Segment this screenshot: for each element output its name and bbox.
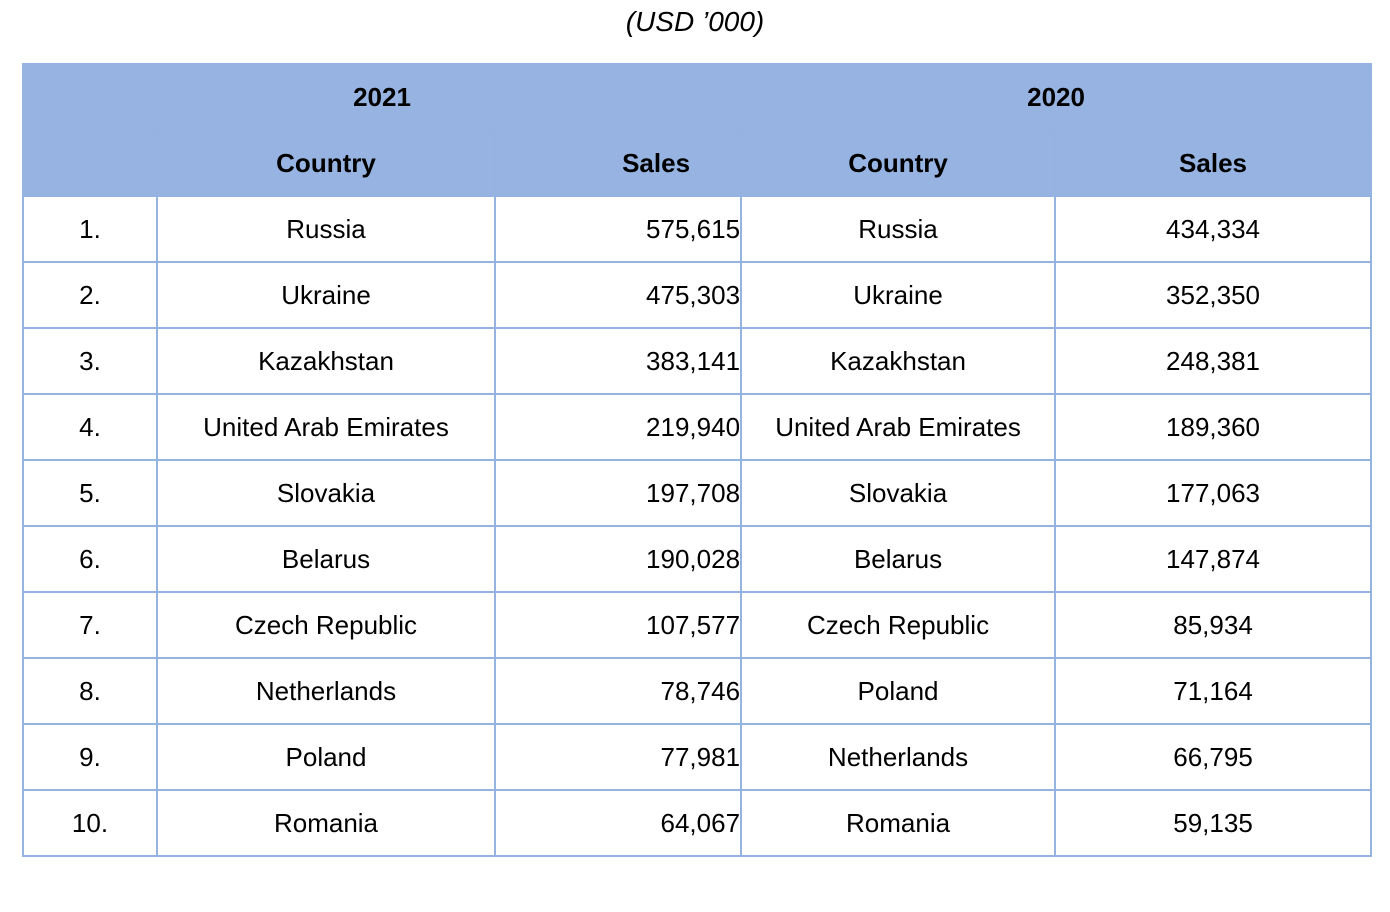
sales-2020-cell: 189,360: [1054, 393, 1373, 461]
country-2020-header: Country: [740, 129, 1057, 197]
table-row: 2. Ukraine 475,303 Ukraine 352,350: [22, 261, 1373, 329]
sales-2021-cell: 575,615: [493, 195, 743, 263]
sales-2021-cell: 77,981: [493, 723, 743, 791]
sales-2020-cell: 66,795: [1054, 723, 1373, 791]
country-2020-cell: Poland: [740, 657, 1057, 725]
table-row: 7. Czech Republic 107,577 Czech Republic 85,…: [22, 591, 1373, 659]
sales-2020-cell: 248,381: [1054, 327, 1373, 395]
rank-cell: 2.: [22, 261, 158, 329]
country-2020-cell: Netherlands: [740, 723, 1057, 791]
table-unit-caption: (USD ’000): [625, 6, 765, 37]
country-2021-header: Country: [156, 129, 496, 197]
country-2020-cell: Slovakia: [740, 459, 1057, 527]
year-2021-header: 2021: [21, 63, 743, 131]
country-2020-cell: United Arab Emirates: [740, 393, 1057, 461]
sales-2021-cell: 219,940: [493, 393, 743, 461]
country-2021-cell: Czech Republic: [156, 591, 496, 659]
sales-2021-cell: 383,141: [493, 327, 743, 395]
export-sales-table: 2021 2020 Country Sales Country Sales 1.…: [21, 63, 1373, 857]
country-2021-cell: Kazakhstan: [156, 327, 496, 395]
table-row: 9. Poland 77,981 Netherlands 66,795: [22, 723, 1373, 791]
table-body: 1. Russia 575,615 Russia 434,334 2. Ukraine 475…: [22, 195, 1373, 857]
sales-2021-cell: 475,303: [493, 261, 743, 329]
sales-2020-cell: 147,874: [1054, 525, 1373, 593]
rank-cell: 9.: [22, 723, 158, 791]
rank-cell: 8.: [22, 657, 158, 725]
sales-2020-cell: 59,135: [1054, 789, 1373, 857]
sales-2021-cell: 64,067: [493, 789, 743, 857]
table-row: 8. Netherlands 78,746 Poland 71,164: [22, 657, 1373, 725]
country-2021-cell: Poland: [156, 723, 496, 791]
year-2020-header: 2020: [740, 63, 1373, 131]
table-header: 2021 2020 Country Sales Country Sales: [21, 63, 1373, 197]
sales-2021-header: Sales: [493, 129, 743, 197]
sales-2020-cell: 434,334: [1054, 195, 1373, 263]
sales-2021-cell: 107,577: [493, 591, 743, 659]
country-2021-cell: Belarus: [156, 525, 496, 593]
country-2020-cell: Ukraine: [740, 261, 1057, 329]
table-row: 4. United Arab Emirates 219,940 United Arab…: [22, 393, 1373, 461]
country-2020-cell: Russia: [740, 195, 1057, 263]
rank-cell: 10.: [22, 789, 158, 857]
country-2021-cell: United Arab Emirates: [156, 393, 496, 461]
country-2021-cell: Romania: [156, 789, 496, 857]
rank-cell: 3.: [22, 327, 158, 395]
country-2020-cell: Czech Republic: [740, 591, 1057, 659]
country-2021-cell: Russia: [156, 195, 496, 263]
year-header-row: 2021 2020: [21, 63, 1373, 131]
sales-2020-cell: 177,063: [1054, 459, 1373, 527]
rank-column-header: [22, 129, 158, 197]
rank-cell: 7.: [22, 591, 158, 659]
country-2020-cell: Belarus: [740, 525, 1057, 593]
sales-2020-header: Sales: [1054, 129, 1373, 197]
country-2021-cell: Netherlands: [156, 657, 496, 725]
table-row: 6. Belarus 190,028 Belarus 147,874: [22, 525, 1373, 593]
rank-cell: 6.: [22, 525, 158, 593]
sales-2021-cell: 78,746: [493, 657, 743, 725]
country-2021-cell: Ukraine: [156, 261, 496, 329]
sales-2020-cell: 71,164: [1054, 657, 1373, 725]
table-row: 3. Kazakhstan 383,141 Kazakhstan 248,381: [22, 327, 1373, 395]
sales-2021-cell: 190,028: [493, 525, 743, 593]
table-row: 1. Russia 575,615 Russia 434,334: [22, 195, 1373, 263]
sales-2020-cell: 85,934: [1054, 591, 1373, 659]
rank-cell: 5.: [22, 459, 158, 527]
sales-2021-cell: 197,708: [493, 459, 743, 527]
country-2021-cell: Slovakia: [156, 459, 496, 527]
rank-cell: 1.: [22, 195, 158, 263]
column-header-row: Country Sales Country Sales: [22, 129, 1373, 197]
table-row: 10. Romania 64,067 Romania 59,135: [22, 789, 1373, 857]
rank-cell: 4.: [22, 393, 158, 461]
country-2020-cell: Kazakhstan: [740, 327, 1057, 395]
sales-2020-cell: 352,350: [1054, 261, 1373, 329]
country-2020-cell: Romania: [740, 789, 1057, 857]
table-row: 5. Slovakia 197,708 Slovakia 177,063: [22, 459, 1373, 527]
